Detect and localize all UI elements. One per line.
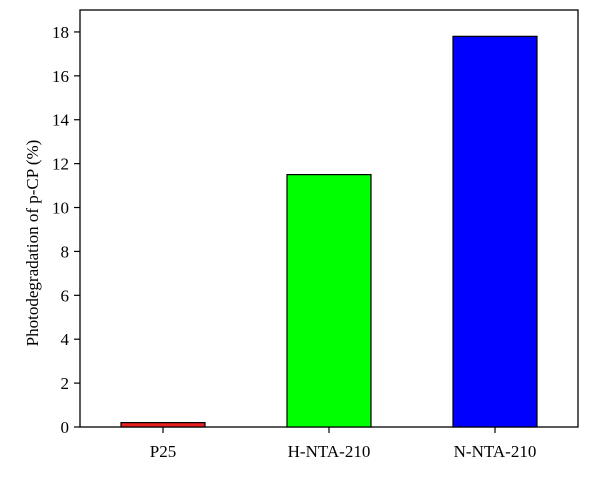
y-tick-label: 6	[61, 286, 70, 305]
bar-n-nta-210	[452, 35, 538, 428]
bar-p25	[120, 422, 206, 428]
y-tick-label: 2	[61, 374, 70, 393]
y-tick-label: 16	[52, 67, 69, 86]
axes: P25 H-NTA-210 N-NTA-210 0 2 4 6 8 10 12 14 16 18	[52, 23, 536, 461]
y-tick-label: 4	[61, 330, 70, 349]
y-tick-label: 10	[52, 199, 69, 218]
y-tick-label: 8	[61, 242, 70, 261]
y-tick-label: 18	[52, 23, 69, 42]
y-tick-label: 14	[52, 111, 70, 130]
y-tick-label: 12	[52, 155, 69, 174]
x-tick-label: P25	[150, 442, 176, 461]
x-tick-label: N-NTA-210	[454, 442, 537, 461]
y-tick-label: 0	[61, 418, 70, 437]
bar-h-nta-210	[286, 174, 372, 428]
bars	[120, 35, 538, 428]
y-axis-title: Photodegradation of p-CP (%)	[23, 140, 42, 347]
x-tick-label: H-NTA-210	[288, 442, 371, 461]
